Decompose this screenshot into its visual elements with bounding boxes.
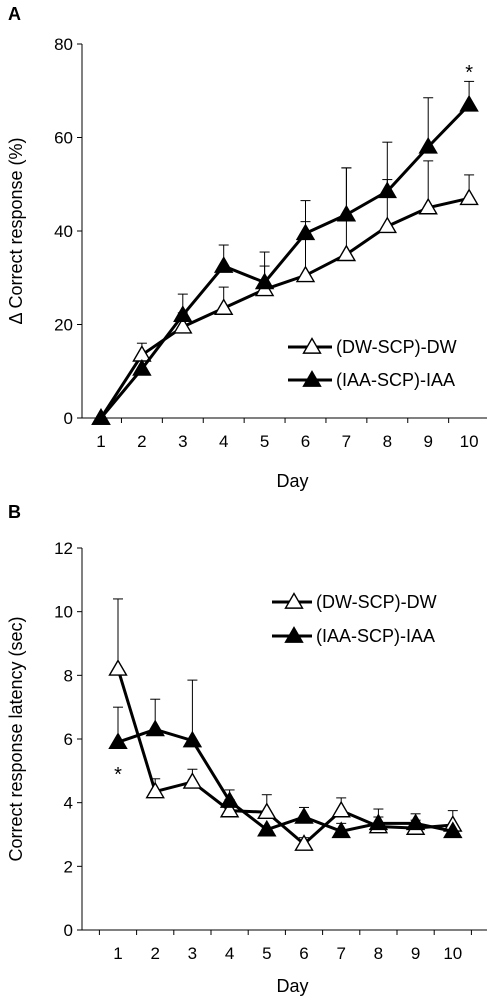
y-tick-label: 60 xyxy=(54,129,73,148)
x-tick-label: 1 xyxy=(113,944,122,963)
x-tick-label: 4 xyxy=(225,944,234,963)
data-point-marker xyxy=(182,730,203,748)
x-tick-label: 9 xyxy=(411,944,420,963)
data-point-marker xyxy=(377,216,398,234)
legend-label: (IAA-SCP)-IAA xyxy=(316,626,435,646)
data-point-marker xyxy=(173,316,193,334)
panel-letter: B xyxy=(8,502,21,522)
data-point-marker xyxy=(213,256,234,273)
x-axis-title: Day xyxy=(276,471,308,491)
data-point-marker xyxy=(108,659,128,676)
x-tick-label: 2 xyxy=(137,432,146,451)
data-point-marker xyxy=(443,821,463,839)
y-tick-label: 0 xyxy=(64,921,73,940)
data-point-marker xyxy=(219,800,240,818)
y-tick-label: 4 xyxy=(64,794,73,813)
y-tick-label: 40 xyxy=(54,222,73,241)
data-point-marker xyxy=(377,181,398,199)
data-point-marker xyxy=(219,791,240,808)
x-tick-label: 5 xyxy=(262,944,271,963)
x-tick-label: 4 xyxy=(219,432,228,451)
data-point-marker xyxy=(295,265,316,283)
legend-label: (DW-SCP)-DW xyxy=(316,592,437,612)
x-tick-label: 6 xyxy=(301,432,310,451)
chart-panel-a: A 0 20 40 60 80 1 2 3 4 5 6 7 8 9 10 Day Δ Correct respon… xyxy=(6,4,487,491)
legend-marker xyxy=(284,626,304,643)
significance-asterisk: * xyxy=(465,62,473,84)
data-point-marker xyxy=(173,305,193,322)
x-tick-label: 7 xyxy=(342,432,351,451)
data-point-marker xyxy=(294,807,314,824)
y-tick-label: 0 xyxy=(64,409,73,428)
y-tick-label: 12 xyxy=(54,539,73,558)
data-point-marker xyxy=(459,188,479,206)
data-point-marker xyxy=(257,819,277,837)
legend-marker xyxy=(302,337,322,354)
series-dw xyxy=(108,598,463,851)
data-point-marker xyxy=(91,408,111,425)
y-tick-label: 2 xyxy=(64,857,73,876)
y-tick-label: 20 xyxy=(54,316,73,335)
data-point-marker xyxy=(213,298,234,315)
data-point-marker xyxy=(331,800,351,818)
y-axis-title: Δ Correct response (%) xyxy=(6,137,26,324)
legend-label: (IAA-SCP)-IAA xyxy=(336,370,455,390)
x-tick-label: 10 xyxy=(443,944,462,963)
data-point-marker xyxy=(295,223,316,241)
data-point-marker xyxy=(336,204,357,222)
x-axis-title: Day xyxy=(276,976,308,996)
x-tick-label: 9 xyxy=(423,432,432,451)
x-tick-label: 3 xyxy=(188,944,197,963)
data-point-marker xyxy=(459,94,479,112)
x-tick-label: 5 xyxy=(260,432,269,451)
x-tick-label: 6 xyxy=(299,944,308,963)
data-point-marker xyxy=(132,359,152,376)
data-point-marker xyxy=(368,813,389,831)
x-tick-label: 1 xyxy=(96,432,105,451)
data-point-marker xyxy=(108,732,128,750)
legend: (DW-SCP)-DW (IAA-SCP)-IAA xyxy=(272,592,437,646)
x-tick-label: 8 xyxy=(374,944,383,963)
data-point-marker xyxy=(336,244,357,262)
y-tick-label: 10 xyxy=(54,603,73,622)
y-tick-label: 80 xyxy=(54,35,73,54)
x-tick-label: 2 xyxy=(150,944,159,963)
x-tick-label: 7 xyxy=(336,944,345,963)
legend-label: (DW-SCP)-DW xyxy=(336,337,457,357)
data-point-marker xyxy=(418,136,438,154)
legend-marker xyxy=(302,370,322,387)
legend: (DW-SCP)-DW (IAA-SCP)-IAA xyxy=(288,337,457,390)
x-tick-label: 10 xyxy=(460,432,479,451)
y-tick-label: 6 xyxy=(64,730,73,749)
data-point-marker xyxy=(418,197,438,215)
y-tick-label: 8 xyxy=(64,666,73,685)
series-iaa xyxy=(108,679,463,839)
x-tick-label: 8 xyxy=(383,432,392,451)
data-point-marker xyxy=(257,802,277,820)
data-point-marker xyxy=(145,781,165,799)
data-point-marker xyxy=(405,813,426,831)
x-tick-label: 3 xyxy=(178,432,187,451)
significance-asterisk: * xyxy=(114,764,122,786)
data-point-marker xyxy=(254,272,275,290)
series-line xyxy=(117,727,454,833)
y-axis-title: Correct response latency (sec) xyxy=(6,616,26,861)
data-point-marker xyxy=(145,719,165,737)
data-point-marker xyxy=(294,834,314,851)
series-line xyxy=(99,103,471,419)
legend-marker xyxy=(284,592,304,609)
series-line xyxy=(116,668,453,847)
data-point-marker xyxy=(182,772,203,789)
data-point-marker xyxy=(331,821,351,839)
series-iaa xyxy=(91,80,479,425)
panel-letter: A xyxy=(8,4,21,24)
